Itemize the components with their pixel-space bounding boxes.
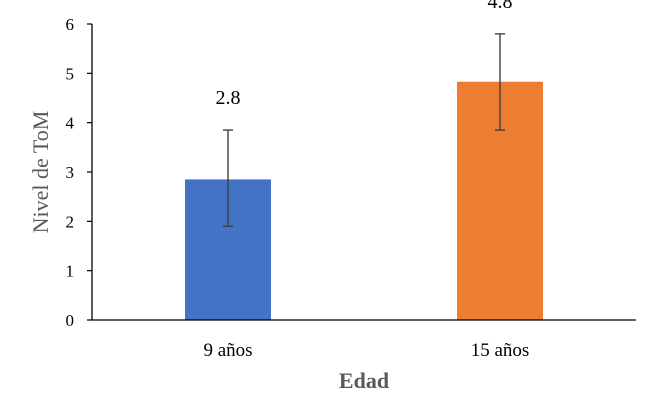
data-label: 2.8 — [216, 87, 241, 109]
bars — [185, 81, 543, 320]
data-labels: 2.8 4.8 — [216, 0, 513, 109]
y-tick-label: 2 — [66, 212, 75, 231]
y-tick-label: 4 — [66, 114, 75, 133]
category-label: 15 años — [471, 340, 530, 361]
data-label: 4.8 — [488, 0, 513, 13]
y-tick-label: 0 — [66, 311, 75, 330]
y-tick-label: 6 — [66, 15, 75, 34]
y-axis-ticks: 0 1 2 3 4 5 6 — [66, 15, 92, 330]
y-tick-label: 3 — [66, 163, 75, 182]
category-label: 9 años — [203, 340, 252, 361]
y-axis-title: Nivel de ToM — [28, 111, 53, 234]
y-tick-label: 1 — [66, 262, 75, 281]
category-labels: 9 años 15 años — [203, 340, 529, 361]
y-tick-label: 5 — [66, 64, 75, 83]
error-bars — [223, 33, 505, 227]
x-axis-title: Edad — [339, 368, 389, 393]
